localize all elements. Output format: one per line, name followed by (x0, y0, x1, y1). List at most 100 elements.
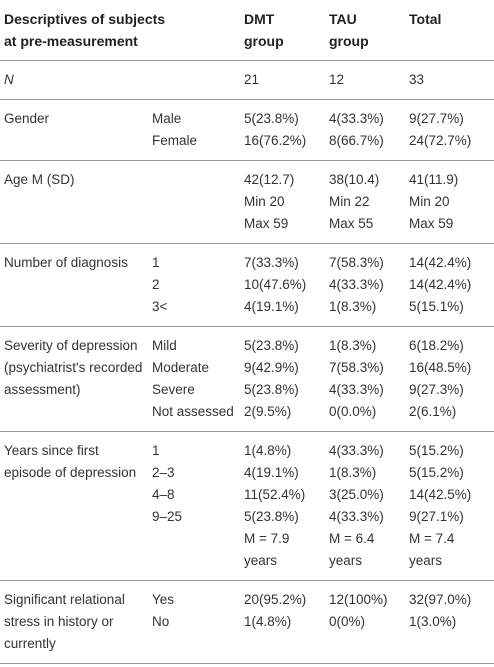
dmt-cell: 5(23.8%) 16(76.2%) (244, 100, 329, 161)
total-text: 2(6.1%) (409, 404, 457, 419)
header-text: group (244, 33, 284, 49)
total-cell: 5(15.2%) 5(15.2%) 14(42.5%) 9(27.1%) M = 7.4… (409, 432, 494, 581)
label-text: Years since first (4, 443, 99, 458)
section-row: Age M (SD) 42(12.7) Min 20 Max 59 38(10.4) Mi… (0, 161, 494, 244)
total-text: 9(27.3%) (409, 382, 464, 397)
tau-text: 1(8.3%) (329, 465, 377, 480)
header-cell: DMT group (244, 0, 329, 61)
section-row: Significant relational stress in history … (0, 581, 494, 664)
dmt-text: 5(23.8%) (244, 111, 299, 126)
sub-cell (152, 61, 244, 100)
dmt-cell: 20(95.2%) 1(4.8%) (244, 581, 329, 664)
dmt-text: 5(23.8%) (244, 382, 299, 397)
dmt-text: 42(12.7) (244, 172, 295, 187)
sub-text: 4–8 (152, 487, 175, 502)
tau-text: 0(0%) (329, 614, 366, 629)
tau-text: 4(33.3%) (329, 509, 384, 524)
dmt-text: M = 7.9 (244, 531, 290, 546)
tau-text: 12 (329, 72, 345, 87)
total-cell: 32(97.0%) 1(3.0%) (409, 581, 494, 664)
header-text: Descriptives of subjects (4, 11, 166, 27)
total-cell: 14(42.4%) 14(42.4%) 5(15.1%) (409, 244, 494, 327)
dmt-text: 20(95.2%) (244, 592, 307, 607)
sub-cell: Male Female (152, 100, 244, 161)
sub-text: Mild (152, 338, 177, 353)
total-text: 1(3.0%) (409, 614, 457, 629)
section-row: Years since first episode of depression 1 2… (0, 432, 494, 581)
header-text: group (329, 33, 369, 49)
section-row: N 21 12 33 (0, 61, 494, 100)
header-text: Total (409, 11, 442, 27)
header-row: Descriptives of subjects at pre-measureme… (0, 0, 494, 61)
tau-text: 8(66.7%) (329, 133, 384, 148)
tau-text: 4(33.3%) (329, 443, 384, 458)
total-cell: 41(11.9) Min 20 Max 59 (409, 161, 494, 244)
label-text: Significant relational (4, 592, 125, 607)
dmt-cell: 5(23.8%) 9(42.9%) 5(23.8%) 2(9.5%) (244, 327, 329, 432)
tau-text: 4(33.3%) (329, 382, 384, 397)
header-text: TAU (329, 11, 357, 27)
label-text: currently (4, 636, 56, 651)
dmt-text: 4(19.1%) (244, 299, 299, 314)
total-text: 16(48.5%) (409, 360, 472, 375)
sub-text: 2 (152, 277, 160, 292)
tau-text: 1(8.3%) (329, 299, 377, 314)
total-text: Min 20 (409, 194, 450, 209)
dmt-text: years (244, 553, 278, 568)
header-cell: Descriptives of subjects at pre-measureme… (0, 0, 244, 61)
label-text: Severity of depression (4, 338, 138, 353)
tau-cell: 4(33.3%) 1(8.3%) 3(25.0%) 4(33.3%) M = 6.4 ye… (329, 432, 409, 581)
total-text: 24(72.7%) (409, 133, 472, 148)
total-cell: 9(27.7%) 24(72.7%) (409, 100, 494, 161)
sub-cell: 1 2–3 4–8 9–25 (152, 432, 244, 581)
total-text: M = 7.4 (409, 531, 455, 546)
total-text: 14(42.4%) (409, 277, 472, 292)
total-text: 5(15.2%) (409, 443, 464, 458)
dmt-cell: 21 (244, 61, 329, 100)
label-text: N (4, 72, 14, 87)
label-cell: Age M (SD) (0, 161, 152, 244)
header-text: DMT (244, 11, 275, 27)
dmt-cell: 7(33.3%) 10(47.6%) 4(19.1%) (244, 244, 329, 327)
total-text: 32(97.0%) (409, 592, 472, 607)
label-cell: Severity of depression (psychiatrist's re… (0, 327, 152, 432)
sub-text: 3< (152, 299, 168, 314)
sub-text: 1 (152, 443, 160, 458)
label-cell: Number of diagnosis (0, 244, 152, 327)
total-text: 14(42.5%) (409, 487, 472, 502)
dmt-text: 5(23.8%) (244, 509, 299, 524)
total-text: 5(15.2%) (409, 465, 464, 480)
sub-text: Severe (152, 382, 195, 397)
sub-cell (152, 161, 244, 244)
table-header: Descriptives of subjects at pre-measureme… (0, 0, 494, 61)
tau-cell: 1(8.3%) 7(58.3%) 4(33.3%) 0(0.0%) (329, 327, 409, 432)
tau-cell: 12(100%) 0(0%) (329, 581, 409, 664)
header-text: at pre-measurement (4, 33, 138, 49)
tau-text: Max 55 (329, 216, 374, 231)
dmt-text: Min 20 (244, 194, 285, 209)
sub-text: No (152, 614, 170, 629)
label-cell: Gender (0, 100, 152, 161)
dmt-text: 5(23.8%) (244, 338, 299, 353)
dmt-text: 7(33.3%) (244, 255, 299, 270)
dmt-text: 11(52.4%) (244, 487, 306, 502)
sub-text: Female (152, 133, 198, 148)
total-cell: 6(18.2%) 16(48.5%) 9(27.3%) 2(6.1%) (409, 327, 494, 432)
label-text: episode of depression (4, 465, 137, 480)
dmt-text: 10(47.6%) (244, 277, 307, 292)
sub-text: Moderate (152, 360, 210, 375)
label-text: assessment) (4, 382, 81, 397)
dmt-cell: 1(4.8%) 4(19.1%) 11(52.4%) 5(23.8%) M = 7.9 y… (244, 432, 329, 581)
label-text: Gender (4, 111, 50, 126)
dmt-text: Max 59 (244, 216, 289, 231)
tau-cell: 12 (329, 61, 409, 100)
label-text: (psychiatrist's recorded (4, 360, 143, 375)
sub-text: 9–25 (152, 509, 183, 524)
total-text: 41(11.9) (409, 172, 459, 187)
section-row: Number of diagnosis 1 2 3< 7(33.3%) 10(47.6%)… (0, 244, 494, 327)
tau-text: 0(0.0%) (329, 404, 377, 419)
tau-text: 4(33.3%) (329, 111, 384, 126)
tau-text: Min 22 (329, 194, 370, 209)
total-text: 6(18.2%) (409, 338, 464, 353)
